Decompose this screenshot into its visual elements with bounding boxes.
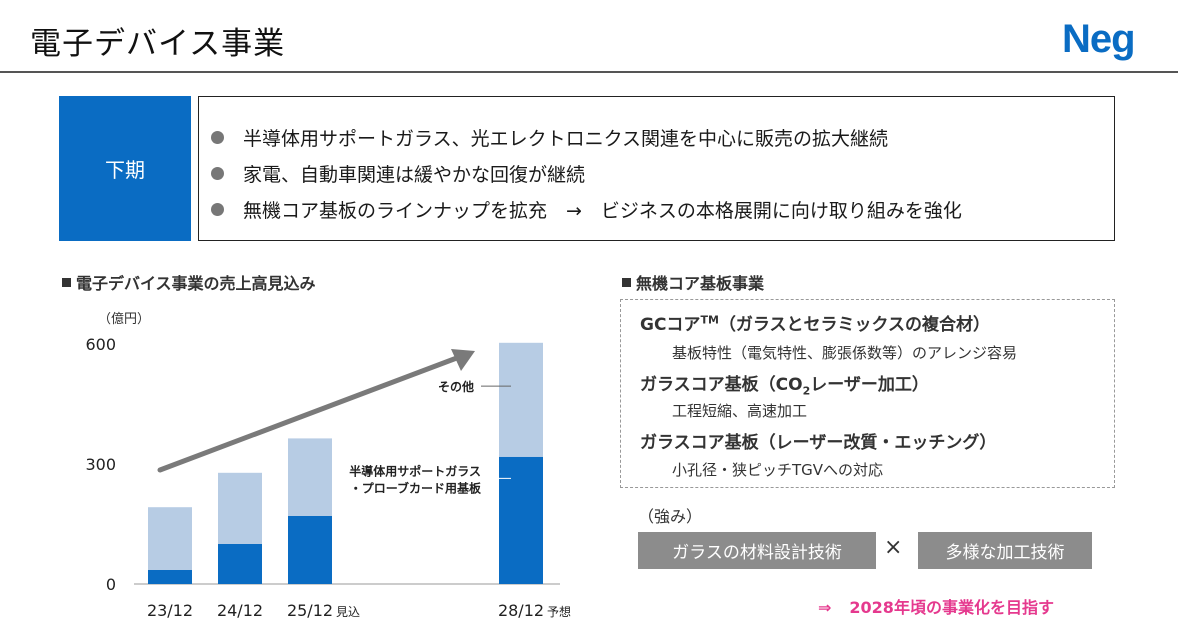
y-unit-label: （億円）: [98, 311, 150, 327]
goal-statement: ⇒ 2028年頃の事業化を目指す: [818, 594, 1054, 618]
goal-text: 2028年頃の事業化を目指す: [849, 598, 1054, 617]
strength-material-design-text: ガラスの材料設計技術: [672, 543, 842, 563]
y-tick-label: 0: [106, 575, 116, 594]
square-bullet-icon: [622, 278, 631, 287]
x-tick-label: 25/12: [287, 601, 333, 620]
co2-title-b: レーザー加工）: [810, 375, 929, 395]
annotation-semi-label-line2: ・プローブカード用基板: [350, 480, 482, 495]
title-divider: [0, 71, 1178, 73]
summary-item: 家電、自動車関連は緩やかな回復が継続: [211, 155, 1114, 191]
bar-other: [499, 342, 543, 457]
y-tick-label: 300: [85, 455, 116, 474]
summary-item-text: 家電、自動車関連は緩やかな回復が継続: [243, 163, 586, 186]
period-label-box: 下期: [59, 96, 191, 241]
summary-item-text: 無機コア基板のラインナップを拡充 → ビジネスの本格展開に向け取り組みを強化: [243, 199, 962, 222]
summary-item-text: 半導体用サポートガラス、光エレクトロニクス関連を中心に販売の拡大継続: [243, 127, 889, 150]
bullet-icon: [211, 166, 224, 180]
gc-core-title-suffix: （ガラスとセラミックスの複合材）: [718, 315, 991, 335]
inorganic-core-heading: 無機コア基板事業: [622, 270, 764, 294]
period-label: 下期: [105, 158, 145, 182]
page-title: 電子デバイス事業: [30, 26, 286, 62]
trend-arrow-line: [157, 353, 465, 473]
annotation-other-label: その他: [438, 379, 474, 394]
bar-other: [148, 507, 192, 570]
strength-label: （強み）: [638, 507, 703, 526]
co2-laser-title: ガラスコア基板（CO2レーザー加工）: [640, 370, 929, 397]
co2-title-a: ガラスコア基板（CO: [640, 375, 803, 395]
summary-item: 無機コア基板のラインナップを拡充 → ビジネスの本格展開に向け取り組みを強化: [211, 191, 1114, 227]
logo-text: Neg: [1062, 17, 1135, 61]
bar-other: [288, 438, 332, 516]
strength-material-design: ガラスの材料設計技術: [638, 532, 876, 569]
co2-subscript: 2: [802, 384, 811, 398]
gc-core-title: GCコアTM（ガラスとセラミックスの複合材）: [640, 310, 990, 335]
x-tick-label: 28/12: [498, 601, 544, 620]
x-tick-suffix: 予想: [547, 604, 571, 619]
sales-outlook-heading: 電子デバイス事業の売上高見込み: [62, 270, 316, 294]
trademark-mark: TM: [700, 313, 719, 327]
annotation-semi-label-line1: 半導体用サポートガラス: [349, 463, 481, 478]
x-tick-label: 23/12: [147, 601, 193, 620]
gc-core-desc: 基板特性（電気特性、膨張係数等）のアレンジ容易: [672, 344, 1018, 362]
sales-outlook-heading-text: 電子デバイス事業の売上高見込み: [76, 274, 316, 293]
sales-chart: （億円） 0 300 600 23/12 24/12 25/12 見込 28/12 予想 その他半導…: [85, 311, 571, 620]
bar-semiconductor-support-glass: [499, 456, 543, 584]
x-tick-label: 24/12: [217, 601, 263, 620]
bar-semiconductor-support-glass: [288, 516, 332, 584]
trend-arrow-head: [451, 349, 475, 371]
co2-laser-desc: 工程短縮、高速加工: [672, 402, 808, 420]
bar-other: [218, 472, 262, 544]
bar-semiconductor-support-glass: [148, 570, 192, 584]
x-tick-suffix: 見込: [336, 605, 360, 619]
inorganic-core-heading-text: 無機コア基板事業: [636, 274, 765, 293]
bullet-icon: [211, 130, 224, 144]
core-substrate-box: [620, 299, 1115, 488]
gc-core-title-text: GCコア: [640, 315, 701, 335]
strength-processing-text: 多様な加工技術: [945, 543, 1065, 563]
laser-etching-title: ガラスコア基板（レーザー改質・エッチング）: [640, 433, 997, 453]
laser-etching-desc: 小孔径・狭ピッチTGVへの対応: [672, 461, 884, 479]
neg-logo: Neg: [1062, 17, 1136, 61]
bullet-icon: [211, 202, 224, 216]
y-tick-label: 600: [85, 335, 116, 354]
summary-item: 半導体用サポートガラス、光エレクトロニクス関連を中心に販売の拡大継続: [211, 119, 1114, 155]
times-symbol: ×: [884, 535, 903, 560]
square-bullet-icon: [62, 278, 71, 287]
double-arrow-icon: ⇒: [818, 598, 832, 617]
bar-semiconductor-support-glass: [218, 544, 262, 584]
summary-box: 半導体用サポートガラス、光エレクトロニクス関連を中心に販売の拡大継続 家電、自動…: [198, 96, 1115, 241]
strength-processing: 多様な加工技術: [918, 532, 1092, 569]
